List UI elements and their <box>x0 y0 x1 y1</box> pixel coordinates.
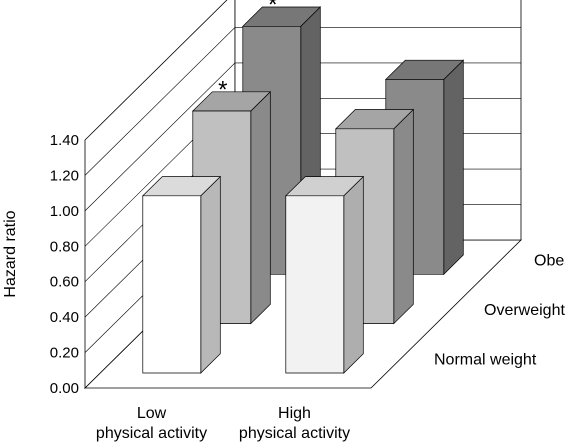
bars <box>141 6 465 374</box>
series-label: Obese <box>534 253 565 270</box>
significance-star: * <box>268 0 277 19</box>
y-tick-label: 0.40 <box>50 309 79 326</box>
y-tick-label: 1.40 <box>50 132 79 149</box>
category-label-line2: physical activity <box>96 425 207 442</box>
gridline <box>84 27 521 176</box>
bar-front <box>142 195 202 374</box>
bar-side <box>393 108 414 325</box>
category-label-line2: physical activity <box>239 425 350 442</box>
y-axis-label: Hazard ratio <box>2 210 19 297</box>
y-tick-label: 1.20 <box>50 167 79 184</box>
bar-normal-weight-high <box>284 175 365 374</box>
y-tick-label: 0.00 <box>50 380 79 397</box>
y-tick-label: 0.60 <box>50 274 79 291</box>
category-label-line1: High <box>278 405 311 422</box>
significance-star: * <box>218 76 227 103</box>
bar-side <box>443 59 464 276</box>
series-label: Overweight <box>484 302 565 319</box>
bar-side <box>343 175 364 374</box>
y-tick-label: 1.00 <box>50 203 79 220</box>
category-label-line1: Low <box>137 405 167 422</box>
y-tick-label: 0.20 <box>50 345 79 362</box>
bar-side <box>250 90 271 325</box>
y-tick-label: 0.80 <box>50 238 79 255</box>
series-label: Normal weight <box>434 351 537 368</box>
bar-normal-weight-low <box>141 175 222 374</box>
bar-front <box>285 195 345 374</box>
bar-side <box>200 175 221 374</box>
